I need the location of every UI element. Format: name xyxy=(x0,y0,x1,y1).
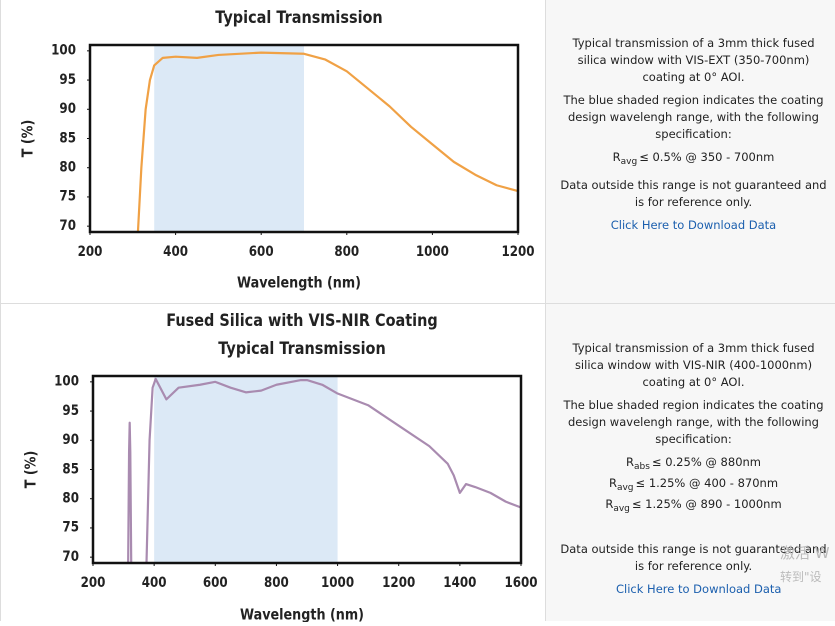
watermark: 转到"设 xyxy=(780,570,822,584)
y-tick-label: 85 xyxy=(62,461,79,477)
y-tick-label: 90 xyxy=(62,432,79,448)
chart-cell: Typical Transmission 200 400 600 800 1000 1200… xyxy=(0,0,545,303)
specs: Ravg ≤ 0.5% @ 350 - 700nm xyxy=(558,149,829,171)
row: Typical Transmission 200 400 600 800 1000 1200… xyxy=(0,0,835,303)
watermark: 激活 W xyxy=(780,544,830,562)
chart-title: Typical Transmission xyxy=(218,338,385,358)
spec-text: ≤ 1.25% @ 400 - 870nm xyxy=(635,476,779,490)
y-tick-label: 95 xyxy=(59,72,76,88)
y-axis-label: T (%) xyxy=(19,120,36,158)
x-axis-label: Wavelength (nm) xyxy=(240,606,364,622)
chart: Typical Transmission 200 400 600 800 1000 1200… xyxy=(19,7,534,292)
disclaimer: Data outside this range is not guarantee… xyxy=(560,542,827,573)
x-tick-label: 800 xyxy=(334,244,359,260)
x-tick-label: 1600 xyxy=(504,575,537,591)
x-tick-label: 600 xyxy=(249,244,274,260)
y-tick-label: 95 xyxy=(62,403,79,419)
download-link[interactable]: Click Here to Download Data xyxy=(610,218,777,232)
y-tick-label: 70 xyxy=(59,218,76,234)
x-tick-label: 1200 xyxy=(501,244,534,260)
chart-title: Typical Transmission xyxy=(215,7,382,27)
x-axis-label: Wavelength (nm) xyxy=(237,274,361,291)
spec-text: ≤ 1.25% @ 890 - 1000nm xyxy=(631,497,782,511)
x-tick-label: 200 xyxy=(81,575,106,591)
chart-cell: Fused Silica with VIS-NIR Coating Typical… xyxy=(0,304,545,624)
spec-symbol: R xyxy=(605,497,614,511)
spec-line: Rabs ≤ 0.25% @ 880nm xyxy=(558,454,829,475)
shaded-region xyxy=(154,376,338,563)
y-tick-label: 80 xyxy=(62,491,79,507)
data-line xyxy=(136,51,519,233)
info-panel: Typical transmission of a 3mm thick fuse… xyxy=(545,304,835,621)
data-line xyxy=(127,421,133,564)
x-tick-label: 1200 xyxy=(382,575,415,591)
data-line xyxy=(145,377,522,564)
spec-symbol: R xyxy=(626,455,634,469)
shaded-region xyxy=(154,45,304,232)
x-tick-label: 1400 xyxy=(443,575,476,591)
y-tick-label: 70 xyxy=(62,549,79,565)
spec-text: ≤ 0.25% @ 880nm xyxy=(651,455,761,469)
spec-subscript: avg xyxy=(620,157,638,167)
x-tick-label: 200 xyxy=(78,244,103,260)
x-tick-label: 400 xyxy=(142,575,167,591)
spec-line: Ravg ≤ 1.25% @ 890 - 1000nm xyxy=(558,496,829,517)
y-axis-label: T (%) xyxy=(22,451,39,489)
info-panel: Typical transmission of a 3mm thick fuse… xyxy=(545,0,835,303)
x-tick-label: 400 xyxy=(163,244,188,260)
disclaimer: Data outside this range is not guarantee… xyxy=(560,178,827,209)
spec-line: Ravg ≤ 1.25% @ 400 - 870nm xyxy=(558,475,829,496)
shade-note: The blue shaded region indicates the coa… xyxy=(563,398,824,446)
y-tick-label: 90 xyxy=(59,101,76,117)
y-tick-label: 100 xyxy=(54,374,79,390)
spec-text: ≤ 0.5% @ 350 - 700nm xyxy=(639,150,775,164)
y-tick-label: 75 xyxy=(59,189,76,205)
specs: Rabs ≤ 0.25% @ 880nm Ravg ≤ 1.25% @ 400 - 8… xyxy=(558,454,829,517)
intro: Typical transmission of a 3mm thick fuse… xyxy=(572,341,815,389)
x-tick-label: 1000 xyxy=(321,575,354,591)
y-tick-label: 80 xyxy=(59,160,76,176)
y-tick-label: 85 xyxy=(59,130,76,146)
x-tick-label: 1000 xyxy=(416,244,449,260)
x-tick-label: 800 xyxy=(264,575,289,591)
spec-symbol: R xyxy=(612,150,621,164)
x-tick-label: 600 xyxy=(203,575,228,591)
spec-subscript: abs xyxy=(634,462,650,472)
spec-subscript: avg xyxy=(616,483,634,493)
y-tick-label: 100 xyxy=(51,43,76,59)
spec-line: Ravg ≤ 0.5% @ 350 - 700nm xyxy=(558,149,829,171)
download-link[interactable]: Click Here to Download Data xyxy=(616,582,782,596)
y-tick-label: 75 xyxy=(62,520,79,536)
spec-symbol: R xyxy=(608,476,617,490)
chart: Fused Silica with VIS-NIR Coating Typical… xyxy=(22,310,537,624)
shade-note: The blue shaded region indicates the coa… xyxy=(563,93,824,141)
intro: Typical transmission of a 3mm thick fuse… xyxy=(572,36,815,84)
spec-subscript: avg xyxy=(613,504,630,514)
row: Fused Silica with VIS-NIR Coating Typical… xyxy=(0,303,835,624)
chart-title: Fused Silica with VIS-NIR Coating xyxy=(166,310,438,330)
